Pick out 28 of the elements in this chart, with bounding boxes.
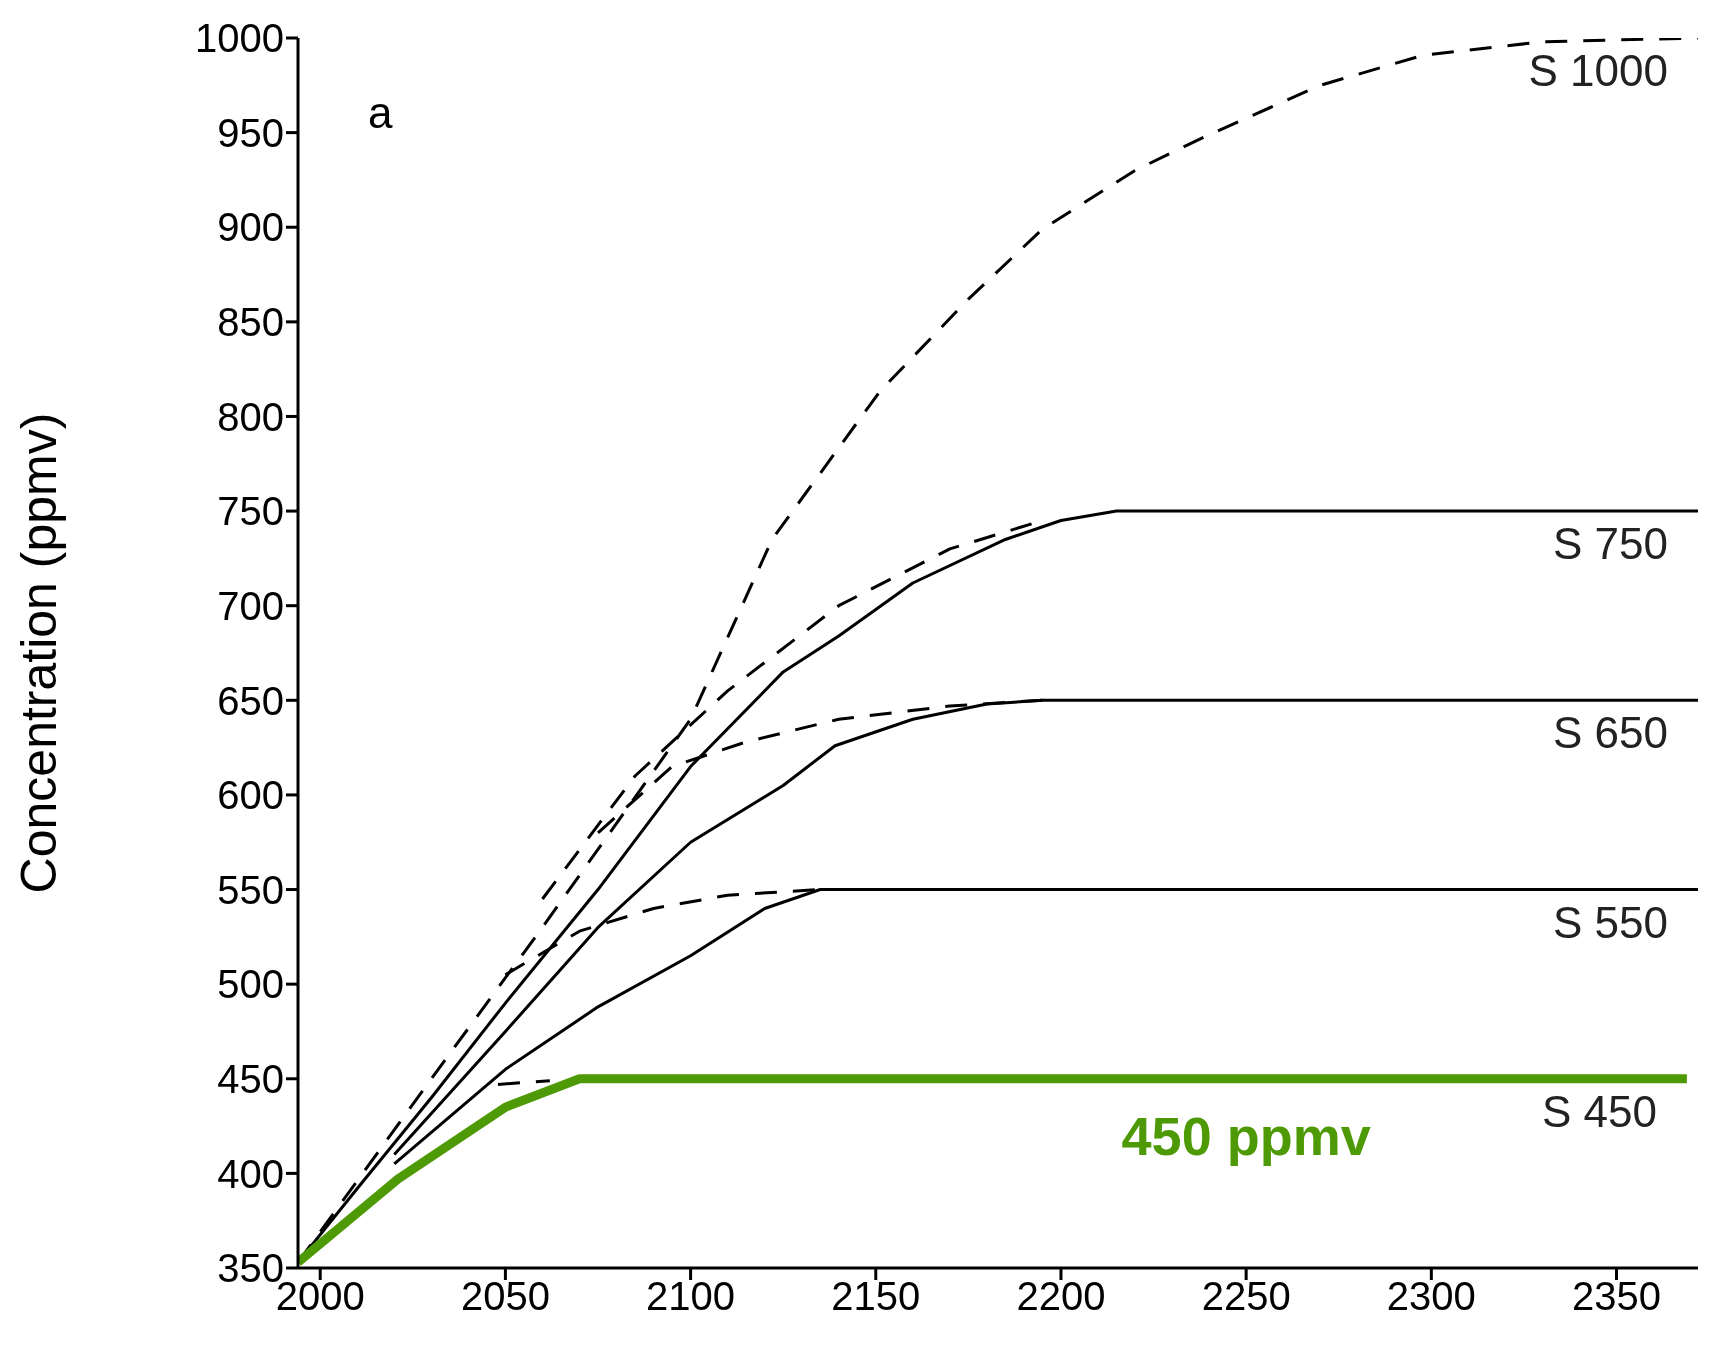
y-axis-title: Concentration (ppmv) xyxy=(10,412,67,894)
y-tick-label: 550 xyxy=(217,867,284,912)
annotation: a xyxy=(368,88,393,138)
y-tick-label: 900 xyxy=(217,205,284,250)
x-tick-label: 2050 xyxy=(460,1274,550,1319)
y-tick-label: 800 xyxy=(217,394,284,439)
y-tick-label: 850 xyxy=(217,300,284,345)
x-tick-label: 2300 xyxy=(1386,1274,1476,1319)
annotation: 450 ppmv xyxy=(1121,1106,1371,1167)
series-label: S 750 xyxy=(1553,519,1668,569)
series-label: S 450 xyxy=(1541,1086,1657,1136)
x-tick-label: 2100 xyxy=(646,1274,736,1319)
x-tick-label: 2200 xyxy=(1016,1274,1106,1319)
y-tick-label: 650 xyxy=(217,678,284,723)
y-tick-label: 500 xyxy=(217,962,284,1007)
series-label: S 1000 xyxy=(1528,46,1668,95)
x-tick-label: 2250 xyxy=(1201,1274,1291,1319)
y-tick-label: 950 xyxy=(217,110,284,155)
y-tick-label: 700 xyxy=(217,583,284,628)
y-tick-label: 750 xyxy=(217,489,284,534)
x-tick-label: 2150 xyxy=(831,1274,921,1319)
y-tick-label: 600 xyxy=(217,773,284,818)
series-label: S 550 xyxy=(1553,897,1668,947)
y-tick-label: 400 xyxy=(217,1151,284,1196)
series-label: S 650 xyxy=(1553,708,1668,758)
y-tick-label: 1000 xyxy=(195,16,284,61)
y-tick-label: 450 xyxy=(217,1056,284,1101)
x-tick-label: 2350 xyxy=(1572,1274,1662,1319)
